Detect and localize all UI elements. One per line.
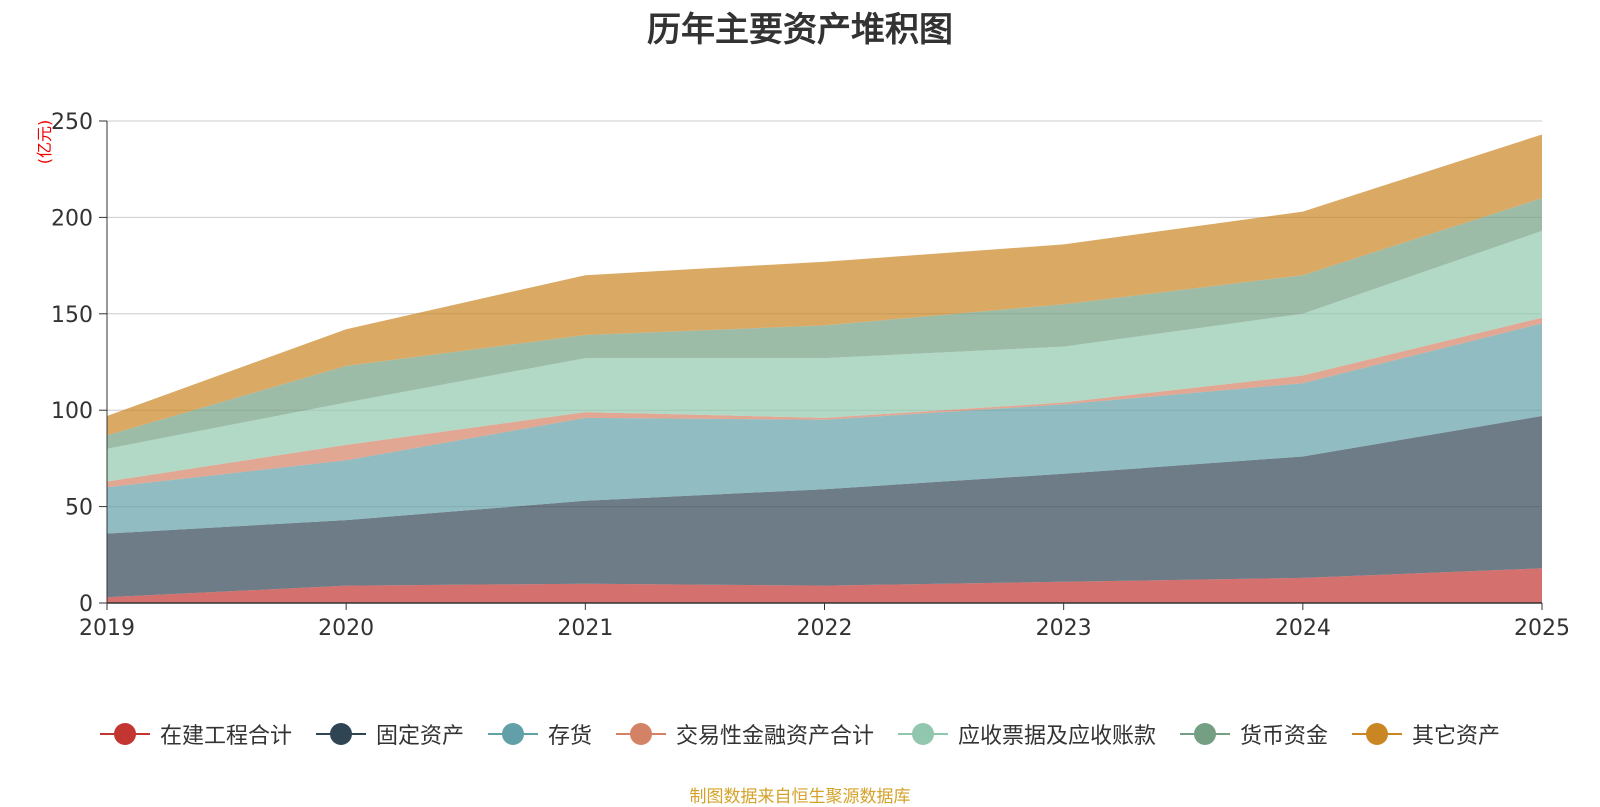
legend-label: 在建工程合计 xyxy=(159,724,292,749)
area-series-band xyxy=(107,317,1542,488)
source-footer: 制图数据来自恒生聚源数据库 xyxy=(689,787,911,807)
chart-title: 历年主要资产堆积图 xyxy=(647,10,953,50)
y-tick-label: 150 xyxy=(51,303,93,328)
legend-label: 其它资产 xyxy=(1412,724,1501,749)
x-tick-label: 2019 xyxy=(79,616,135,641)
legend-label: 应收票据及应收账款 xyxy=(958,724,1157,749)
legend-marker-dot xyxy=(912,723,934,745)
area-series-band xyxy=(107,134,1542,436)
y-axis-unit-label: (亿元) xyxy=(35,120,54,165)
legend-marker-dot xyxy=(501,723,524,745)
x-tick-label: 2025 xyxy=(1514,616,1570,641)
legend-marker-icon xyxy=(315,722,366,746)
legend-item[interactable]: 固定资产 xyxy=(315,718,464,750)
area-series-band xyxy=(107,416,1542,598)
legend-marker-icon xyxy=(898,722,948,746)
legend-marker-icon xyxy=(1352,722,1403,746)
legend-item[interactable]: 存货 xyxy=(487,718,592,750)
legend-item[interactable]: 交易性金融资产合计 xyxy=(615,718,874,750)
legend-label: 货币资金 xyxy=(1240,724,1329,749)
area-series-band xyxy=(107,568,1542,603)
legend-marker-dot xyxy=(1366,723,1389,745)
legend-marker-dot xyxy=(629,723,652,745)
stacked-area-chart: 0 50 100 150 200 250 2019 2020 2021 2022 2023 2024 2… xyxy=(35,110,1570,641)
y-tick-label: 0 xyxy=(79,592,93,617)
x-tick-label: 2021 xyxy=(557,616,613,641)
legend-item[interactable]: 其它资产 xyxy=(1352,718,1500,750)
legend: 在建工程合计 固定资产 存货 交易性金融资产合计 应收票据及应收账款 货币资金 其它资产 xyxy=(0,718,1600,750)
legend-item[interactable]: 在建工程合计 xyxy=(99,718,292,750)
legend-item[interactable]: 应收票据及应收账款 xyxy=(898,718,1156,750)
y-tick-label: 100 xyxy=(51,399,93,424)
area-series-band xyxy=(107,230,1542,482)
legend-item[interactable]: 货币资金 xyxy=(1180,718,1328,750)
x-tick-label: 2022 xyxy=(797,616,853,641)
legend-marker-dot xyxy=(113,723,136,745)
x-tick-label: 2023 xyxy=(1036,616,1092,641)
legend-marker-dot xyxy=(1194,723,1217,745)
area-series-band xyxy=(107,323,1542,534)
legend-marker-icon xyxy=(99,722,150,746)
legend-label: 固定资产 xyxy=(375,724,464,749)
legend-marker-icon xyxy=(615,722,666,746)
y-tick-label: 250 xyxy=(51,110,93,135)
legend-label: 存货 xyxy=(547,724,592,749)
legend-marker-icon xyxy=(487,722,538,746)
axes: 0 50 100 150 200 250 2019 2020 2021 2022 2023 2024 2… xyxy=(51,110,1570,641)
x-tick-label: 2024 xyxy=(1275,616,1331,641)
y-tick-label: 50 xyxy=(65,496,93,521)
x-tick-label: 2020 xyxy=(318,616,374,641)
legend-marker-dot xyxy=(329,723,352,745)
legend-label: 交易性金融资产合计 xyxy=(675,724,874,749)
y-tick-label: 200 xyxy=(51,206,93,231)
legend-marker-icon xyxy=(1180,722,1231,746)
area-series xyxy=(107,134,1542,603)
